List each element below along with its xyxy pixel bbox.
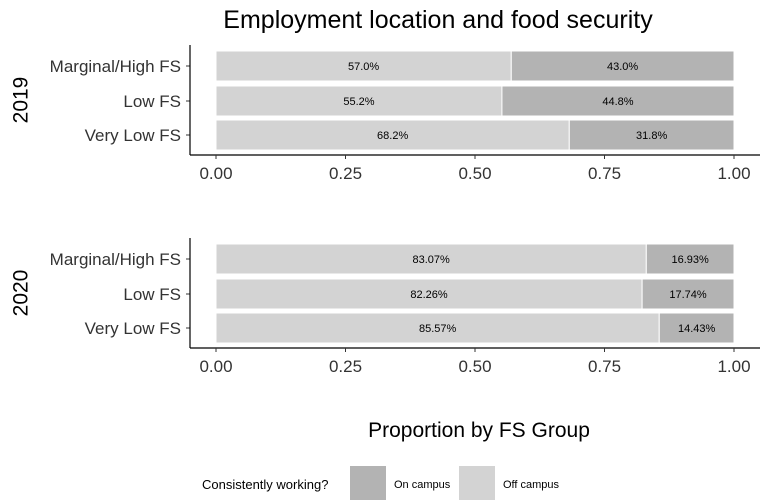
y-tick-label-2019-marginal-high-fs: Marginal/High FS [50, 57, 181, 76]
y-tick-label-2019-very-low-fs: Very Low FS [85, 126, 181, 145]
x-tick-label-2020-0.50: 0.50 [458, 357, 491, 376]
chart-panels: 2019 57.0% 43.0% 55.2% 44.8% 68.2% 31.8% Margin… [10, 45, 760, 376]
legend-label-on-campus: On campus [394, 479, 451, 491]
legend-swatch-off-campus [459, 466, 495, 500]
bar-2020-low-fs-off-campus [215, 278, 643, 310]
x-tick-label-2019-0.25: 0.25 [329, 164, 362, 183]
bar-label-2019-very-low-fs-on-campus: 31.8% [636, 130, 667, 142]
bar-label-2020-marginal-high-fs-off-campus: 83.07% [412, 254, 450, 266]
x-tick-label-2019-0.00: 0.00 [199, 164, 232, 183]
bar-label-2020-low-fs-off-campus: 82.26% [410, 289, 448, 301]
legend-swatch-on-campus [350, 466, 386, 500]
bar-2019-very-low-fs-off-campus [215, 119, 570, 151]
x-tick-label-2020-0.25: 0.25 [329, 357, 362, 376]
facet-label-2019: 2019 [10, 77, 33, 124]
bar-2019-low-fs-on-campus [501, 85, 735, 117]
bar-label-2019-very-low-fs-off-campus: 68.2% [377, 130, 408, 142]
bar-2020-marginal-high-fs-on-campus [645, 243, 735, 275]
bar-2020-very-low-fs-on-campus [658, 312, 735, 344]
facet-label-2020: 2020 [10, 270, 33, 317]
legend: Consistently working? On campus Off camp… [202, 466, 560, 500]
bar-2020-marginal-high-fs-off-campus [215, 243, 647, 275]
x-tick-label-2019-0.75: 0.75 [588, 164, 621, 183]
bar-label-2019-low-fs-off-campus: 55.2% [343, 96, 374, 108]
bar-label-2020-very-low-fs-off-campus: 85.57% [419, 323, 457, 335]
x-tick-label-2020-0.75: 0.75 [588, 357, 621, 376]
bar-2020-very-low-fs-off-campus [215, 312, 660, 344]
bar-2020-low-fs-on-campus [641, 278, 735, 310]
bar-label-2019-low-fs-on-campus: 44.8% [602, 96, 633, 108]
bar-label-2020-low-fs-on-campus: 17.74% [669, 289, 707, 301]
x-tick-label-2019-1.00: 1.00 [717, 164, 750, 183]
bar-2019-marginal-high-fs-on-campus [510, 50, 735, 82]
y-tick-label-2020-marginal-high-fs: Marginal/High FS [50, 250, 181, 269]
legend-title: Consistently working? [202, 477, 328, 492]
x-axis-label: Proportion by FS Group [368, 419, 590, 442]
bar-2019-low-fs-off-campus [215, 85, 503, 117]
y-tick-label-2020-low-fs: Low FS [123, 285, 181, 304]
bar-label-2019-marginal-high-fs-off-campus: 57.0% [348, 61, 379, 73]
bar-label-2020-marginal-high-fs-on-campus: 16.93% [671, 254, 709, 266]
y-tick-label-2019-low-fs: Low FS [123, 92, 181, 111]
bar-2019-very-low-fs-on-campus [568, 119, 735, 151]
bar-2019-marginal-high-fs-off-campus [215, 50, 512, 82]
legend-label-off-campus: Off campus [503, 479, 560, 491]
chart-title: Employment location and food security [223, 6, 653, 34]
bar-label-2020-very-low-fs-on-campus: 14.43% [678, 323, 716, 335]
x-tick-label-2020-1.00: 1.00 [717, 357, 750, 376]
x-tick-label-2020-0.00: 0.00 [199, 357, 232, 376]
x-tick-label-2019-0.50: 0.50 [458, 164, 491, 183]
y-tick-label-2020-very-low-fs: Very Low FS [85, 319, 181, 338]
bar-label-2019-marginal-high-fs-on-campus: 43.0% [607, 61, 638, 73]
